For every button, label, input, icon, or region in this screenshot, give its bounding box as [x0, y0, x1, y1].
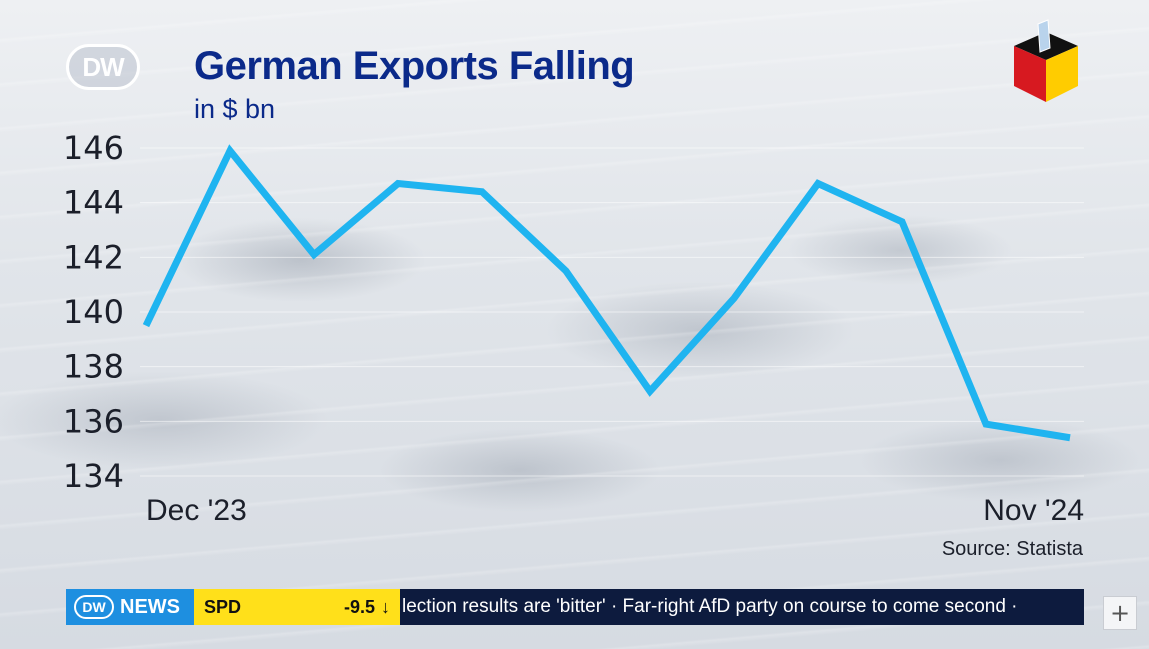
- y-tick-label: 140: [63, 293, 124, 331]
- arrow-down-icon: ↓: [381, 596, 390, 617]
- dw-logo-icon: DW: [66, 44, 140, 90]
- line-chart: 146 144 142 140 138 136 134 Dec '23 Nov '24: [63, 129, 1084, 527]
- chart-subtitle: in $ bn: [194, 94, 276, 124]
- y-tick-label: 136: [63, 402, 124, 440]
- chart-title: German Exports Falling: [194, 44, 635, 88]
- ticker-headline: lection results are 'bitter' · Far-right…: [402, 596, 1018, 617]
- y-tick-label: 134: [63, 457, 124, 495]
- ticker-party-result: SPD -9.5 ↓: [194, 589, 400, 625]
- ticker-brand-name: NEWS: [120, 595, 180, 618]
- x-tick-label: Nov '24: [983, 494, 1084, 527]
- x-tick-label: Dec '23: [146, 494, 247, 527]
- dw-news-logo-icon: DW: [74, 595, 114, 619]
- y-tick-label: 142: [63, 238, 124, 276]
- y-tick-label: 144: [63, 184, 124, 222]
- ticker-brand: DW NEWS: [66, 589, 194, 625]
- y-tick-label: 146: [63, 129, 124, 167]
- ballot-box-icon: [1014, 19, 1078, 102]
- ticker-party-change: -9.5: [343, 596, 375, 617]
- news-ticker: DW NEWS SPD -9.5 ↓ lection results are '…: [66, 589, 1084, 625]
- y-tick-label: 138: [63, 348, 124, 386]
- source-note: Source: Statista: [941, 538, 1083, 560]
- series-line: [142, 144, 1071, 442]
- ticker-party-name: SPD: [204, 596, 242, 617]
- plus-icon[interactable]: +: [1103, 596, 1137, 630]
